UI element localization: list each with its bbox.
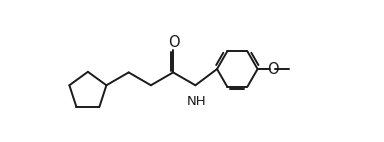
Text: NH: NH [187, 95, 206, 108]
Text: O: O [168, 35, 179, 50]
Text: O: O [266, 61, 278, 77]
